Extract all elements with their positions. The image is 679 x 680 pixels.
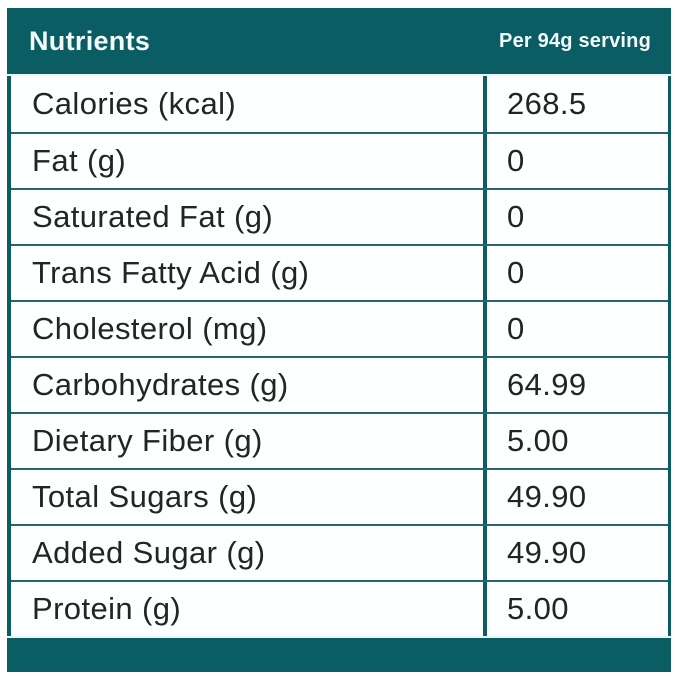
- nutrition-table: Nutrients Per 94g serving Calories (kcal…: [7, 8, 671, 672]
- table-row: Protein (g) 5.00: [11, 580, 668, 636]
- header-serving-size-label: Per 94g serving: [499, 29, 651, 52]
- header-nutrients-label: Nutrients: [29, 25, 151, 56]
- nutrient-value: 0: [507, 255, 525, 290]
- nutrient-name: Saturated Fat (g): [11, 190, 487, 244]
- nutrient-value: 5.00: [507, 423, 569, 458]
- table-row: Saturated Fat (g) 0: [11, 188, 668, 244]
- nutrient-name: Dietary Fiber (g): [11, 414, 487, 468]
- table-row: Trans Fatty Acid (g) 0: [11, 244, 668, 300]
- nutrient-name: Added Sugar (g): [11, 526, 487, 580]
- table-row: Cholesterol (mg) 0: [11, 300, 668, 356]
- nutrient-value: 0: [507, 199, 525, 234]
- nutrient-value: 0: [507, 143, 525, 178]
- nutrient-name: Carbohydrates (g): [11, 358, 487, 412]
- table-row: Carbohydrates (g) 64.99: [11, 356, 668, 412]
- nutrient-value: 0: [507, 311, 525, 346]
- nutrient-value: 49.90: [507, 535, 587, 570]
- header-body-divider: [7, 74, 671, 76]
- table-row: Total Sugars (g) 49.90: [11, 468, 668, 524]
- nutrient-name: Calories (kcal): [11, 76, 487, 132]
- table-row: Added Sugar (g) 49.90: [11, 524, 668, 580]
- nutrient-name: Protein (g): [11, 582, 487, 636]
- table-header: Nutrients Per 94g serving: [7, 8, 671, 74]
- nutrient-value: 64.99: [507, 367, 587, 402]
- nutrient-name: Fat (g): [11, 134, 487, 188]
- nutrient-value: 49.90: [507, 479, 587, 514]
- table-row: Calories (kcal) 268.5: [11, 76, 668, 132]
- table-body: Calories (kcal) 268.5 Fat (g) 0 Saturate…: [7, 76, 671, 636]
- nutrient-name: Trans Fatty Acid (g): [11, 246, 487, 300]
- nutrient-value: 268.5: [507, 86, 587, 121]
- nutrient-value: 5.00: [507, 591, 569, 626]
- nutrient-name: Cholesterol (mg): [11, 302, 487, 356]
- table-row: Fat (g) 0: [11, 132, 668, 188]
- table-row: Dietary Fiber (g) 5.00: [11, 412, 668, 468]
- table-footer-bar: [7, 638, 671, 672]
- nutrient-name: Total Sugars (g): [11, 470, 487, 524]
- body-footer-divider: [7, 636, 671, 638]
